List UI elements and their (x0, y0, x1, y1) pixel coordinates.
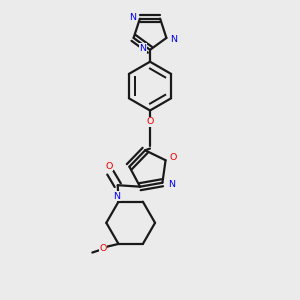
Text: O: O (146, 117, 154, 126)
Text: O: O (99, 244, 107, 253)
Text: O: O (169, 153, 177, 162)
Text: N: N (170, 35, 177, 44)
Text: N: N (113, 192, 121, 201)
Text: N: N (139, 44, 146, 53)
Text: N: N (168, 180, 175, 189)
Text: O: O (105, 162, 112, 171)
Text: N: N (129, 13, 136, 22)
